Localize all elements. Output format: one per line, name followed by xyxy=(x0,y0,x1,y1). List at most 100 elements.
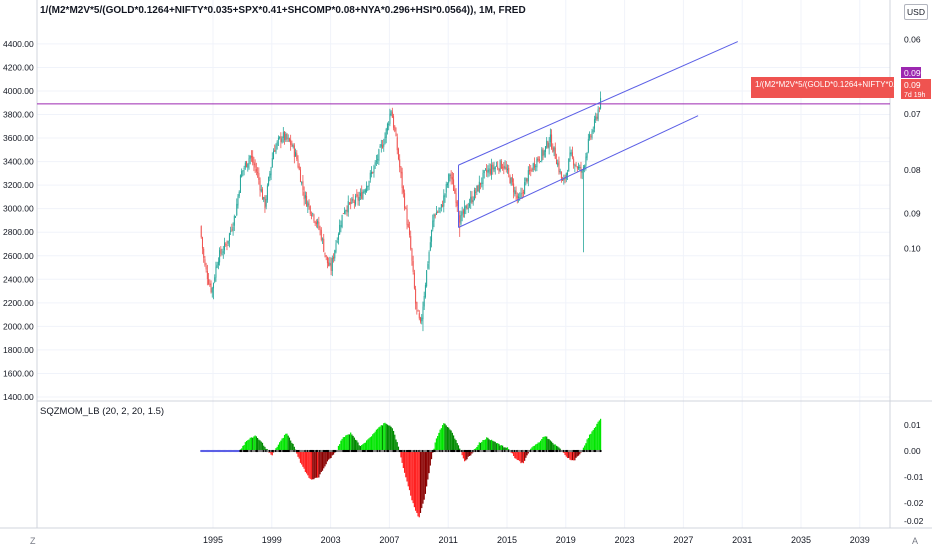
momentum-bar xyxy=(321,451,324,471)
candle-body xyxy=(433,214,435,222)
candle-body xyxy=(488,168,490,172)
momentum-bar xyxy=(332,451,335,455)
channel-upper-line[interactable] xyxy=(458,41,738,166)
candle-body xyxy=(200,226,202,238)
candle-body xyxy=(368,181,370,187)
momentum-bar xyxy=(574,451,576,461)
momentum-bar xyxy=(426,451,428,487)
timezone-button[interactable]: Z xyxy=(30,536,36,546)
momentum-bar xyxy=(452,435,455,451)
momentum-bar xyxy=(459,448,461,451)
momentum-bar xyxy=(471,451,473,454)
price-tag: 1/(M2*M2V*5/(GOLD*0.1264+NIFTY*0.035+...… xyxy=(751,67,931,99)
momentum-bar xyxy=(402,451,404,469)
momentum-bar xyxy=(493,441,495,451)
candle-body xyxy=(217,261,219,266)
momentum-bar xyxy=(326,451,329,462)
candle-body xyxy=(482,172,484,185)
momentum-tick-label: -0.02 xyxy=(904,516,924,526)
momentum-bar xyxy=(261,442,264,451)
momentum-bar xyxy=(557,446,559,451)
candle-body xyxy=(369,172,371,180)
momentum-bar xyxy=(323,451,325,469)
left-tick-label: 4200.00 xyxy=(3,62,34,72)
candle-body xyxy=(242,170,244,172)
candle-body xyxy=(563,178,565,181)
right-tick-label: 0.07 xyxy=(904,109,921,119)
candle-body xyxy=(348,202,350,204)
momentum-bar xyxy=(587,437,589,451)
candle-body xyxy=(560,171,562,179)
candle-body xyxy=(503,165,505,170)
momentum-bar xyxy=(241,448,243,451)
candle-body xyxy=(487,170,489,174)
x-tick-label: 1999 xyxy=(262,535,282,545)
candle-body xyxy=(509,175,511,184)
momentum-bar xyxy=(375,429,378,451)
candle-body xyxy=(529,169,531,172)
momentum-bar xyxy=(329,451,331,459)
candle-body xyxy=(541,149,543,162)
candle-body xyxy=(260,189,262,192)
momentum-tick-label: 0.01 xyxy=(904,420,921,430)
momentum-bar xyxy=(438,432,440,451)
momentum-bar xyxy=(279,442,281,451)
momentum-bar xyxy=(530,448,532,451)
momentum-bar xyxy=(592,429,594,451)
candle-body xyxy=(421,317,423,322)
auto-scale-button[interactable]: A xyxy=(912,536,919,546)
currency-badge[interactable]: USD xyxy=(904,4,928,20)
momentum-bar xyxy=(358,445,360,451)
momentum-bar xyxy=(552,442,554,451)
candle-body xyxy=(249,156,251,159)
candle-body xyxy=(273,150,275,160)
candle-body xyxy=(567,172,569,175)
candle-body xyxy=(303,191,305,200)
candle-body xyxy=(543,150,545,156)
candle-body xyxy=(224,242,226,251)
candle-body xyxy=(426,270,428,287)
candle-body xyxy=(596,116,598,119)
candle-body xyxy=(424,285,426,297)
momentum-bar xyxy=(542,436,544,451)
candle-body xyxy=(329,262,331,265)
momentum-bar xyxy=(325,451,327,465)
candle-body xyxy=(491,164,493,175)
momentum-bar xyxy=(468,451,471,456)
candle-body xyxy=(293,145,295,157)
candle-body xyxy=(324,252,326,255)
candle-body xyxy=(301,181,303,184)
momentum-bar xyxy=(536,443,538,451)
candle-body xyxy=(358,197,360,202)
drawings-layer[interactable] xyxy=(37,41,890,228)
momentum-bar xyxy=(256,438,259,451)
candle-body xyxy=(238,191,240,197)
channel-lower-line[interactable] xyxy=(458,115,699,228)
candle-body xyxy=(275,145,277,153)
candle-body xyxy=(540,161,542,162)
momentum-bar xyxy=(353,437,355,451)
momentum-bar xyxy=(244,442,246,451)
momentum-bar xyxy=(569,451,571,460)
momentum-bar xyxy=(362,444,364,451)
candle-body xyxy=(445,184,447,193)
momentum-bar xyxy=(525,451,527,458)
candle-body xyxy=(586,152,588,158)
candle-body xyxy=(481,182,483,184)
momentum-bar xyxy=(386,424,389,451)
momentum-bar xyxy=(553,444,555,451)
candle-body xyxy=(422,306,424,320)
candle-body xyxy=(521,192,523,194)
indicator-title[interactable]: SQZMOM_LB (20, 2, 20, 1.5) xyxy=(40,406,165,417)
candle-body xyxy=(266,185,268,201)
momentum-bar xyxy=(392,430,395,451)
candle-body xyxy=(493,167,495,171)
candle-body xyxy=(530,169,532,171)
x-tick-label: 2011 xyxy=(439,535,458,545)
candle-body xyxy=(314,221,316,224)
candle-body xyxy=(306,195,308,207)
momentum-bar xyxy=(554,444,556,451)
left-tick-label: 3000.00 xyxy=(3,204,34,214)
candle-body xyxy=(402,186,404,193)
